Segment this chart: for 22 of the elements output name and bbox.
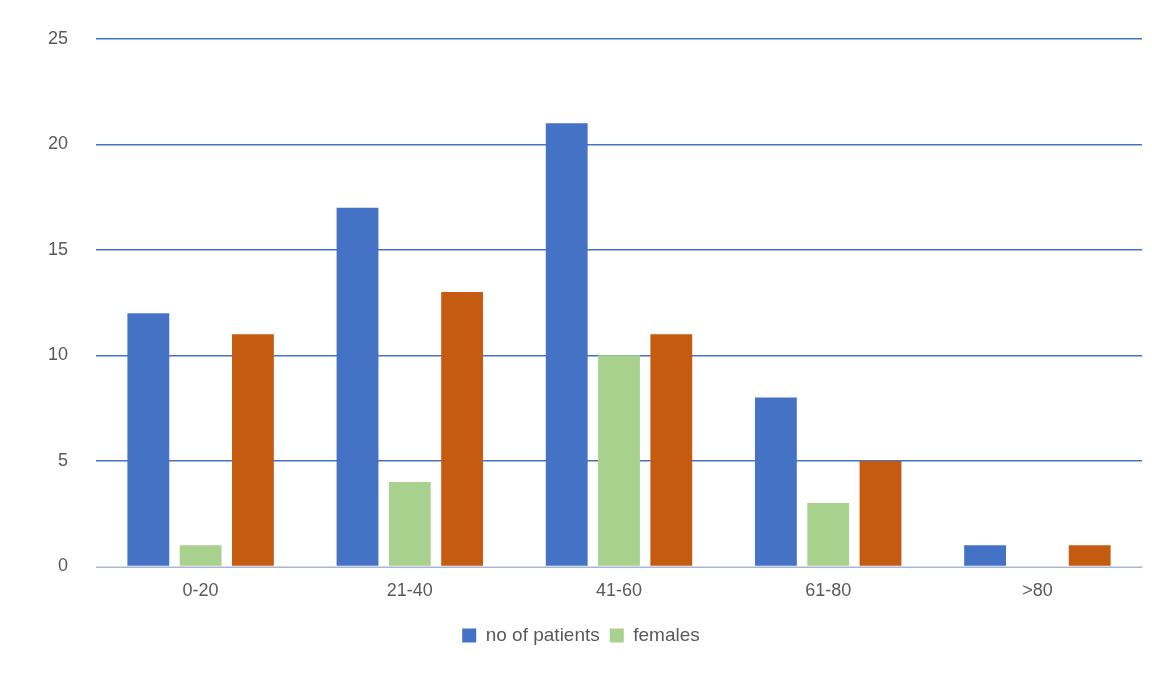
y-tick-label: 20 <box>47 133 69 154</box>
bar <box>1068 545 1111 566</box>
bar <box>179 545 222 566</box>
bar <box>598 355 640 566</box>
x-tick-label: 21-40 <box>386 580 433 601</box>
x-tick-label: 41-60 <box>595 580 643 601</box>
x-tick-label: 0-20 <box>182 580 219 601</box>
y-tick-label: 15 <box>47 238 69 259</box>
x-tick-label: >80 <box>1022 580 1053 601</box>
bar <box>441 292 484 566</box>
y-tick-label: 5 <box>58 449 69 470</box>
bar <box>388 481 431 566</box>
y-tick-label: 25 <box>47 27 69 48</box>
bar <box>232 334 274 566</box>
y-tick-label: 10 <box>47 344 69 365</box>
legend-label: females <box>633 623 700 645</box>
x-tick-label: 61-80 <box>805 580 852 601</box>
legend-label: no of patients <box>485 623 600 645</box>
bar <box>859 460 902 566</box>
bar <box>650 334 693 566</box>
bar <box>807 503 850 566</box>
y-tick-label: 0 <box>58 555 69 576</box>
